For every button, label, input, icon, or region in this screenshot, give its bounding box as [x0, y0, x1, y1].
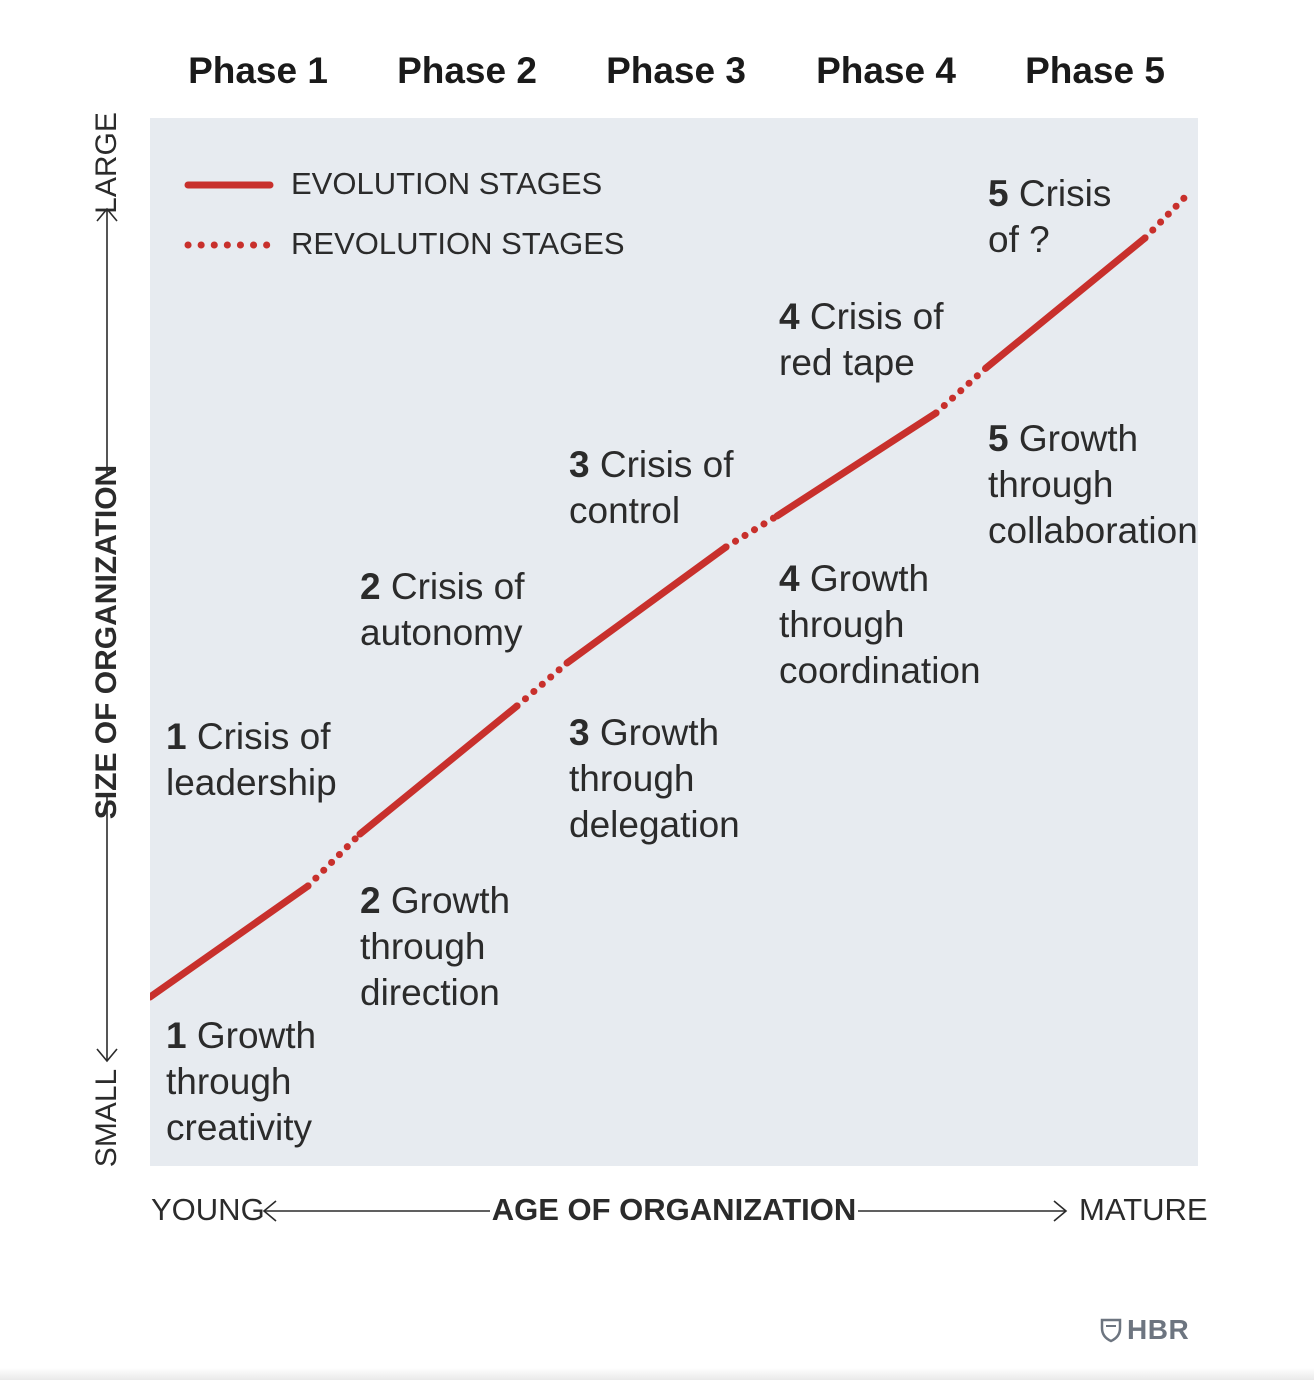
crisis-label-3: 3 Crisis of control	[569, 444, 734, 531]
evolution-segment-4	[773, 409, 940, 520]
evolution-segment-3	[563, 543, 730, 667]
arrow-left-icon	[262, 1200, 277, 1222]
revolution-segment-1	[304, 830, 364, 890]
bottom-edge	[0, 1368, 1314, 1380]
phase-2-header: Phase 2	[397, 50, 537, 91]
evolution-segment-1	[150, 882, 312, 1001]
x-axis-title: AGE OF ORGANIZATION	[491, 1192, 857, 1227]
arrow-right-icon	[1053, 1200, 1068, 1222]
revolution-segment-5	[1141, 188, 1194, 242]
revolution-segment-2	[513, 659, 571, 710]
revolution-segment-4	[932, 364, 990, 417]
crisis-label-4: 4 Crisis of red tape	[779, 296, 944, 383]
y-axis-title: SIZE OF ORGANIZATION	[90, 464, 123, 820]
arrow-up-icon	[96, 207, 118, 222]
shield-icon	[1100, 1318, 1122, 1343]
x-axis-high-label: MATURE	[1079, 1192, 1208, 1227]
y-axis-low-label: SMALL	[90, 1068, 123, 1168]
growth-label-2: 2 Growth through direction	[360, 880, 511, 1013]
growth-curve	[150, 181, 1194, 1001]
growth-label-5: 5 Growth through collaboration	[988, 418, 1198, 551]
crisis-label-5: 5 Crisis of ?	[988, 173, 1112, 260]
crisis-label-2: 2 Crisis of autonomy	[360, 566, 525, 653]
crisis-label-1: 1 Crisis of leadership	[166, 716, 337, 803]
evolution-segment-2	[356, 702, 521, 838]
legend-revolution-label: REVOLUTION STAGES	[291, 226, 625, 261]
revolution-segment-3	[722, 512, 781, 551]
phase-4-header: Phase 4	[816, 50, 956, 91]
evolution-segment-5	[982, 234, 1149, 372]
phase-3-header: Phase 3	[606, 50, 746, 91]
growth-label-4: 4 Growth through coordination	[779, 558, 981, 691]
logo-text: HBR	[1127, 1314, 1190, 1345]
x-axis-low-label: YOUNG	[151, 1192, 265, 1227]
growth-label-1: 1 Growth through creativity	[166, 1015, 317, 1148]
hbr-logo: HBR	[1100, 1314, 1189, 1346]
y-axis-line	[96, 207, 118, 1063]
legend-evolution-label: EVOLUTION STAGES	[291, 166, 603, 201]
growth-label-3: 3 Growth through delegation	[569, 712, 740, 845]
x-axis-line	[262, 1200, 1068, 1222]
phase-5-header: Phase 5	[1025, 50, 1165, 91]
y-axis-high-label: LARGE	[90, 112, 123, 214]
arrow-down-icon	[96, 1048, 118, 1063]
phase-1-header: Phase 1	[188, 50, 328, 91]
diagram-panel: EVOLUTION STAGES REVOLUTION STAGES 1 Gro…	[150, 118, 1198, 1166]
